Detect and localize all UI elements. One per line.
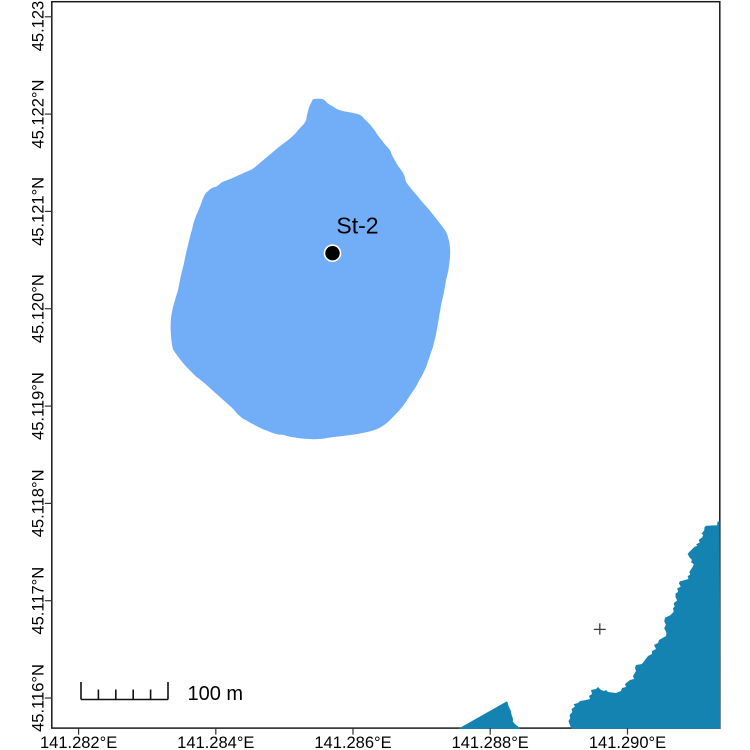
- svg-text:100 m: 100 m: [188, 683, 244, 705]
- svg-text:45.122°N: 45.122°N: [30, 80, 48, 149]
- svg-text:141.282°E: 141.282°E: [40, 734, 117, 750]
- svg-text:141.284°E: 141.284°E: [177, 734, 254, 750]
- svg-text:45.121°N: 45.121°N: [30, 177, 48, 246]
- svg-text:45.117°N: 45.117°N: [30, 567, 48, 635]
- svg-text:141.286°E: 141.286°E: [314, 734, 391, 750]
- svg-text:45.119°N: 45.119°N: [30, 372, 48, 440]
- svg-text:141.290°E: 141.290°E: [589, 734, 666, 750]
- svg-text:45.118°N: 45.118°N: [30, 470, 48, 538]
- svg-text:141.288°E: 141.288°E: [452, 734, 529, 750]
- svg-text:45.123°N: 45.123°N: [30, 0, 48, 51]
- svg-text:45.116°N: 45.116°N: [30, 664, 48, 732]
- svg-text:St-2: St-2: [336, 213, 378, 239]
- svg-text:45.120°N: 45.120°N: [30, 274, 48, 343]
